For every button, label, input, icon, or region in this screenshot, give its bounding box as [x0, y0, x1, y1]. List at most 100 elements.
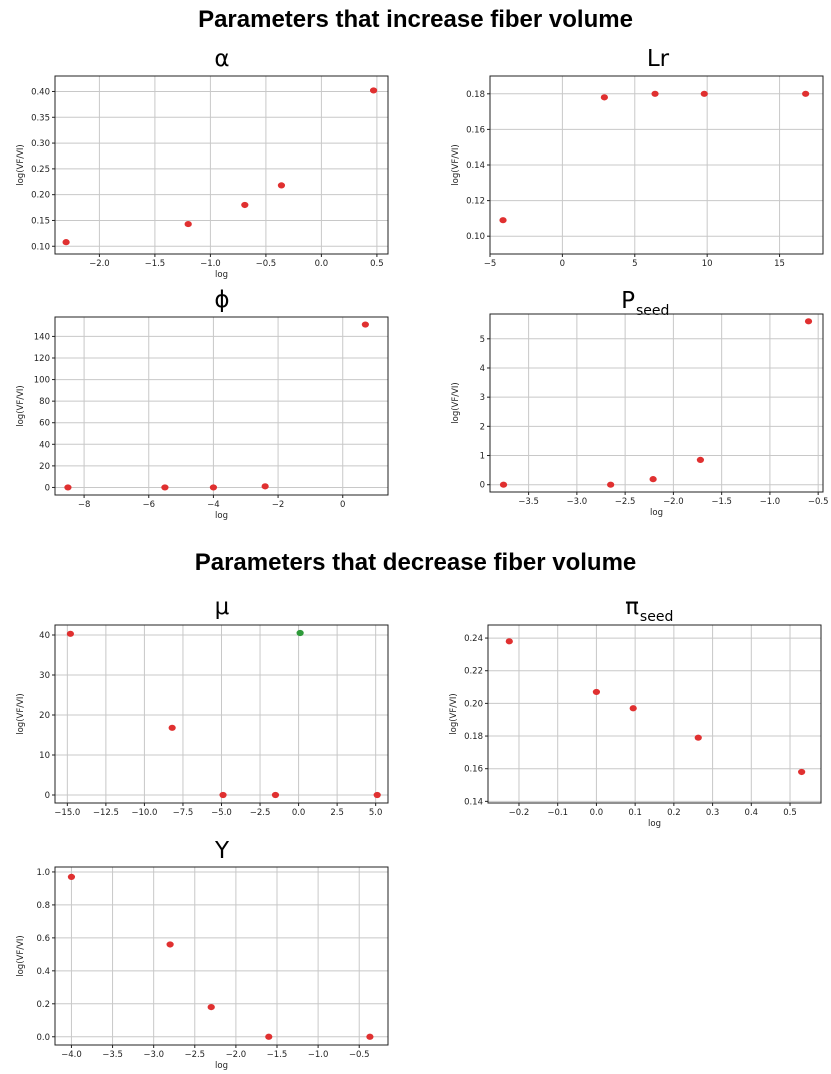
y-tick-label: 0.20 [464, 699, 483, 709]
x-tick-label: −2.0 [226, 1050, 247, 1060]
x-tick-label: −0.5 [256, 259, 277, 269]
x-tick-label: −8 [78, 500, 91, 510]
data-point [271, 791, 280, 799]
chart-title: Lr [647, 46, 670, 72]
data-point [649, 476, 657, 483]
x-tick-label: −6 [142, 500, 155, 510]
x-tick-label: −10.0 [131, 808, 157, 818]
section-title-increase: Parameters that increase fiber volume [198, 6, 633, 33]
y-tick-label: 2 [480, 422, 485, 432]
y-tick-label: 0 [45, 791, 50, 801]
y-tick-label: 0.0 [36, 1033, 50, 1043]
data-point [161, 484, 169, 491]
y-tick-label: 0.20 [31, 191, 50, 201]
y-tick-label: 0.8 [36, 901, 50, 911]
data-point [168, 724, 176, 731]
y-tick-label: 0.35 [31, 113, 50, 123]
x-tick-label: 0.5 [783, 808, 797, 818]
x-tick-label: −1.5 [145, 259, 166, 269]
plot-frame [54, 316, 389, 496]
x-tick-label: −0.5 [349, 1050, 370, 1060]
data-point [66, 630, 75, 637]
y-tick-label: 0 [480, 481, 485, 491]
y-tick-label: 30 [39, 671, 50, 681]
y-tick-label: 5 [480, 335, 485, 345]
y-tick-label: 0.18 [466, 90, 485, 100]
data-point [366, 1033, 374, 1040]
data-point [600, 94, 608, 101]
x-tick-label: −3.5 [102, 1050, 123, 1060]
x-tick-label: 0.2 [667, 808, 681, 818]
chart-title-subscript: seed [636, 303, 669, 319]
x-tick-label: 0.3 [706, 808, 720, 818]
x-tick-label: −5 [484, 259, 497, 269]
data-point [209, 484, 218, 491]
x-tick-label: −4.0 [61, 1050, 82, 1060]
y-tick-label: 0.24 [464, 634, 483, 644]
data-point [166, 941, 174, 948]
x-tick-label: 0.0 [292, 808, 306, 818]
data-point [696, 456, 705, 464]
plot-frame [54, 866, 389, 1046]
data-point [277, 182, 286, 189]
y-tick-label: 40 [39, 631, 50, 641]
y-axis-label: log(VF/VI) [16, 144, 26, 185]
y-tick-label: 0.30 [31, 139, 50, 149]
y-tick-label: 0.10 [466, 232, 485, 242]
x-axis-label: log [215, 270, 228, 280]
x-tick-label: −1.5 [267, 1050, 288, 1060]
x-tick-label: −7.5 [173, 808, 194, 818]
y-tick-label: 100 [34, 376, 50, 386]
x-tick-label: −1.0 [200, 259, 221, 269]
x-axis-label: log [215, 511, 228, 521]
plot-frame [489, 75, 824, 255]
y-axis-label: log(VF/VI) [451, 144, 461, 185]
plot-frame [54, 75, 389, 255]
y-tick-label: 0.2 [36, 1000, 50, 1010]
data-point [373, 791, 381, 799]
data-point [62, 239, 70, 246]
x-tick-label: −2.0 [663, 497, 684, 507]
y-tick-label: 40 [39, 440, 50, 450]
y-tick-label: 0.12 [466, 197, 485, 207]
y-tick-label: 1.0 [36, 868, 50, 878]
x-tick-label: 5 [632, 259, 637, 269]
y-tick-label: 0.40 [31, 87, 50, 97]
data-point [207, 1003, 215, 1011]
data-point [361, 321, 369, 328]
x-tick-label: 0.0 [590, 808, 604, 818]
chart-title-subscript: seed [640, 609, 673, 625]
data-point [67, 873, 76, 880]
y-tick-label: 0.4 [36, 967, 50, 977]
data-point [261, 483, 269, 490]
data-point [629, 705, 637, 712]
chart-svg: Lr −5 0 5 10 15 0.10 0.12 0.14 0.16 0.18 log(VF/VI) [451, 46, 824, 269]
x-tick-label: −1.0 [760, 497, 781, 507]
y-tick-label: 120 [34, 354, 50, 364]
data-point [802, 90, 810, 97]
chart-mu: μ −15.0 −12.5 −10.0 −7.5 −5.0 −2.5 0.0 2.5 5.0 0 10… [0, 588, 400, 824]
plot-frame [487, 624, 822, 804]
x-tick-label: −5.0 [211, 808, 232, 818]
x-tick-label: −3.5 [518, 497, 539, 507]
x-tick-label: 15 [774, 259, 785, 269]
data-point [651, 90, 659, 97]
data-point [184, 220, 192, 228]
y-tick-label: 0.14 [466, 161, 485, 171]
y-tick-label: 60 [39, 419, 50, 429]
section-title-decrease: Parameters that decrease fiber volume [194, 549, 637, 576]
data-point [369, 87, 378, 94]
y-axis-label: log(VF/VI) [16, 935, 26, 976]
chart-svg: α −2.0 −1.5 −1.0 −0.5 0.0 0.5 0.10 0.15 0.20 0.25 0… [16, 46, 389, 280]
chart-title: Y [214, 838, 230, 864]
x-tick-label: 0 [560, 259, 565, 269]
plot-frame [54, 624, 389, 804]
data-point [64, 484, 72, 491]
data-point [700, 90, 708, 97]
y-tick-label: 0.16 [464, 765, 483, 775]
x-tick-label: 0.5 [370, 259, 384, 269]
x-tick-label: 10 [702, 259, 713, 269]
y-tick-label: 0.15 [31, 216, 50, 226]
x-tick-label: −2 [272, 500, 285, 510]
